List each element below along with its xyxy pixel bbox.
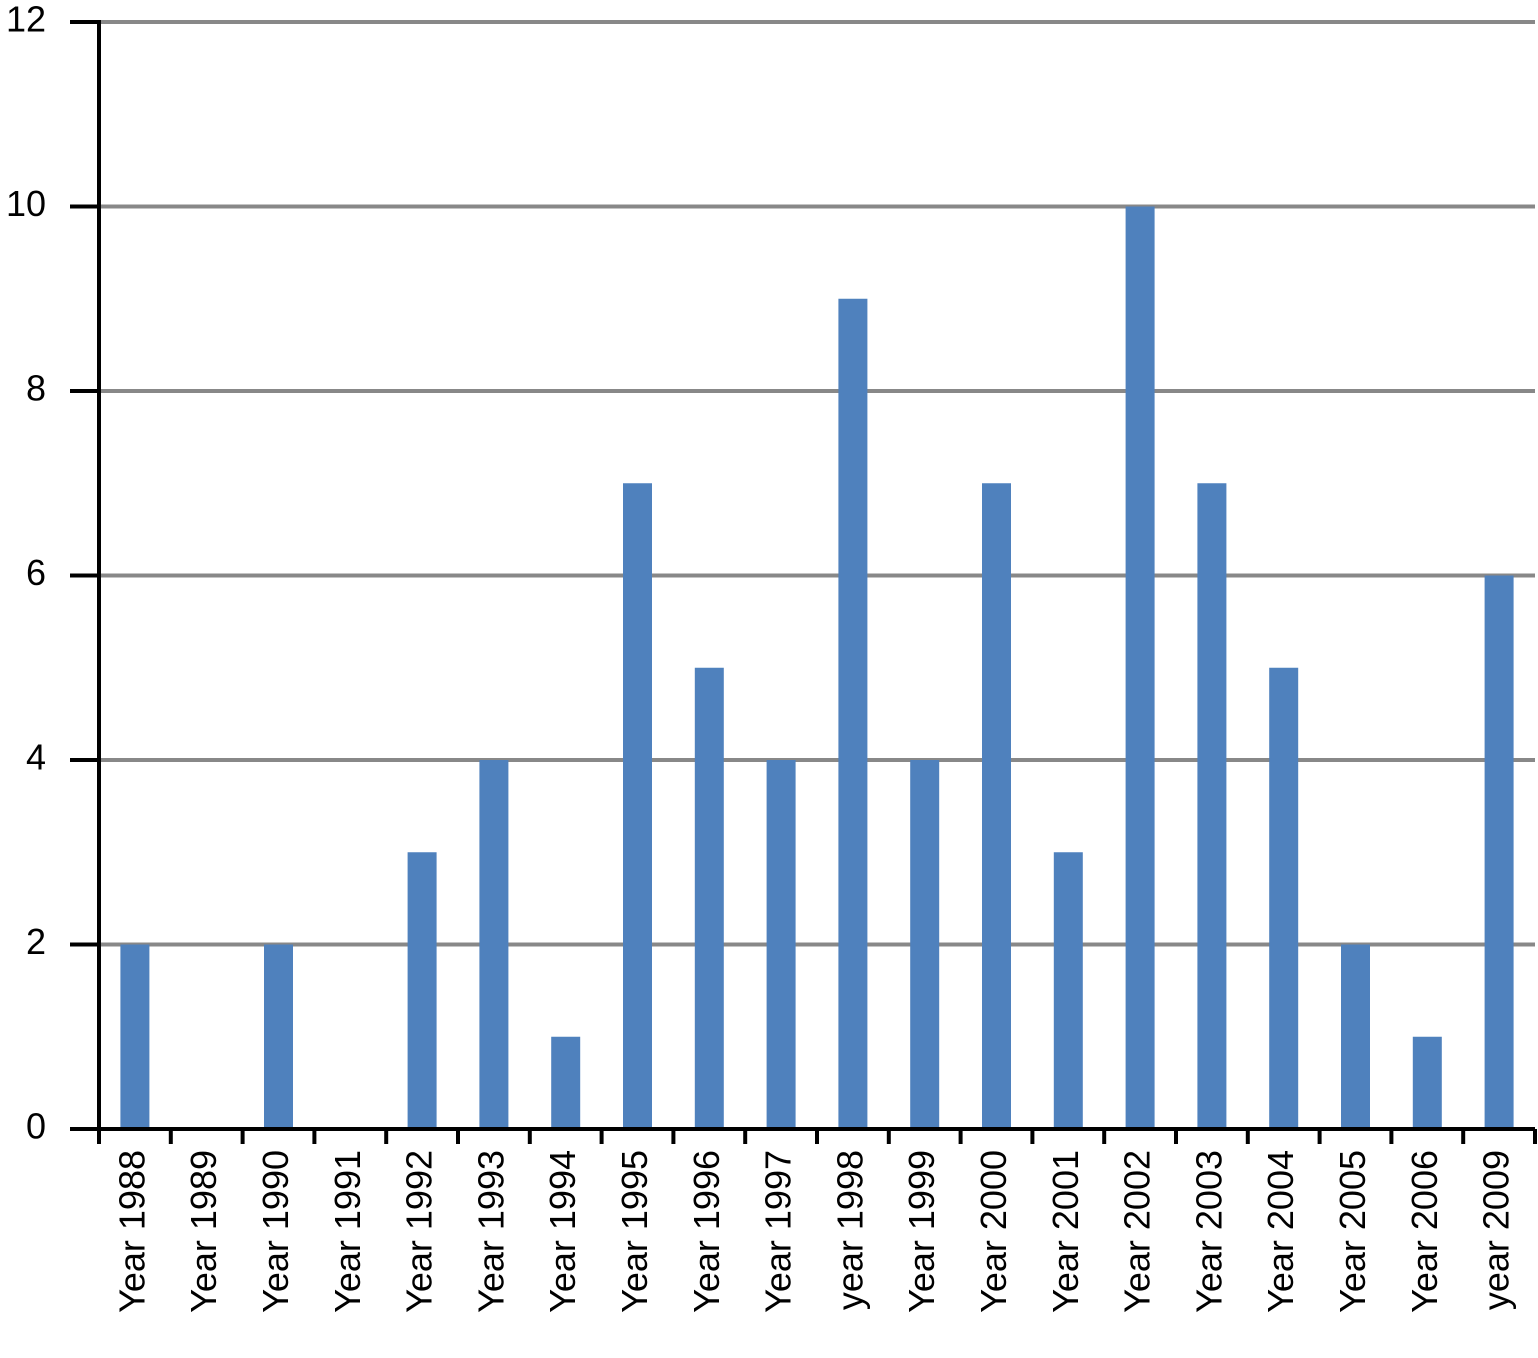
bar: [1341, 944, 1370, 1129]
x-tick-label: Year 1994: [542, 1150, 583, 1313]
bar: [264, 944, 293, 1129]
x-tick-label: Year 1997: [758, 1150, 799, 1313]
bar: [1197, 483, 1227, 1129]
y-tick-label: 10: [6, 183, 46, 224]
bar: [1053, 852, 1083, 1129]
x-tick-label: Year 2003: [1188, 1150, 1229, 1313]
x-tick-label: Year 1991: [327, 1150, 368, 1313]
bar: [1269, 667, 1299, 1129]
x-tick-label: Year 2002: [1117, 1150, 1158, 1313]
bar: [1125, 206, 1155, 1129]
x-tick-label: Year 1990: [255, 1150, 296, 1313]
x-tick-label: Year 1999: [901, 1150, 942, 1313]
bar: [551, 1036, 581, 1129]
x-tick-label: Year 2000: [973, 1150, 1014, 1313]
x-tick-label: Year 1989: [183, 1150, 224, 1313]
bar: [766, 760, 796, 1129]
y-tick-label: 12: [6, 0, 46, 40]
bar: [838, 298, 868, 1129]
bar: [623, 483, 652, 1129]
x-tick-label: Year 1992: [399, 1150, 440, 1313]
x-tick-label: year 1998: [829, 1150, 870, 1310]
x-tick-label: Year 1993: [470, 1150, 511, 1313]
bar: [407, 852, 437, 1129]
y-tick-label: 0: [26, 1106, 46, 1147]
bar: [1484, 575, 1514, 1129]
y-tick-label: 8: [26, 368, 46, 409]
x-tick-label: Year 2001: [1045, 1150, 1086, 1313]
bar: [479, 760, 509, 1129]
x-tick-label: Year 2006: [1404, 1150, 1445, 1313]
x-tick-label: year 2009: [1476, 1150, 1517, 1310]
x-tick-label: Year 1988: [111, 1150, 152, 1313]
y-tick-label: 4: [26, 737, 46, 778]
bar: [694, 667, 724, 1129]
bar: [982, 483, 1011, 1129]
x-tick-label: Year 1996: [686, 1150, 727, 1313]
y-tick-label: 2: [26, 921, 46, 962]
bar: [120, 944, 150, 1129]
x-tick-label: Year 2004: [1260, 1150, 1301, 1313]
y-tick-label: 6: [26, 552, 46, 593]
x-tick-label: Year 2005: [1332, 1150, 1373, 1313]
x-tick-label: Year 1995: [614, 1150, 655, 1313]
bar: [910, 760, 940, 1129]
bar: [1412, 1036, 1442, 1129]
